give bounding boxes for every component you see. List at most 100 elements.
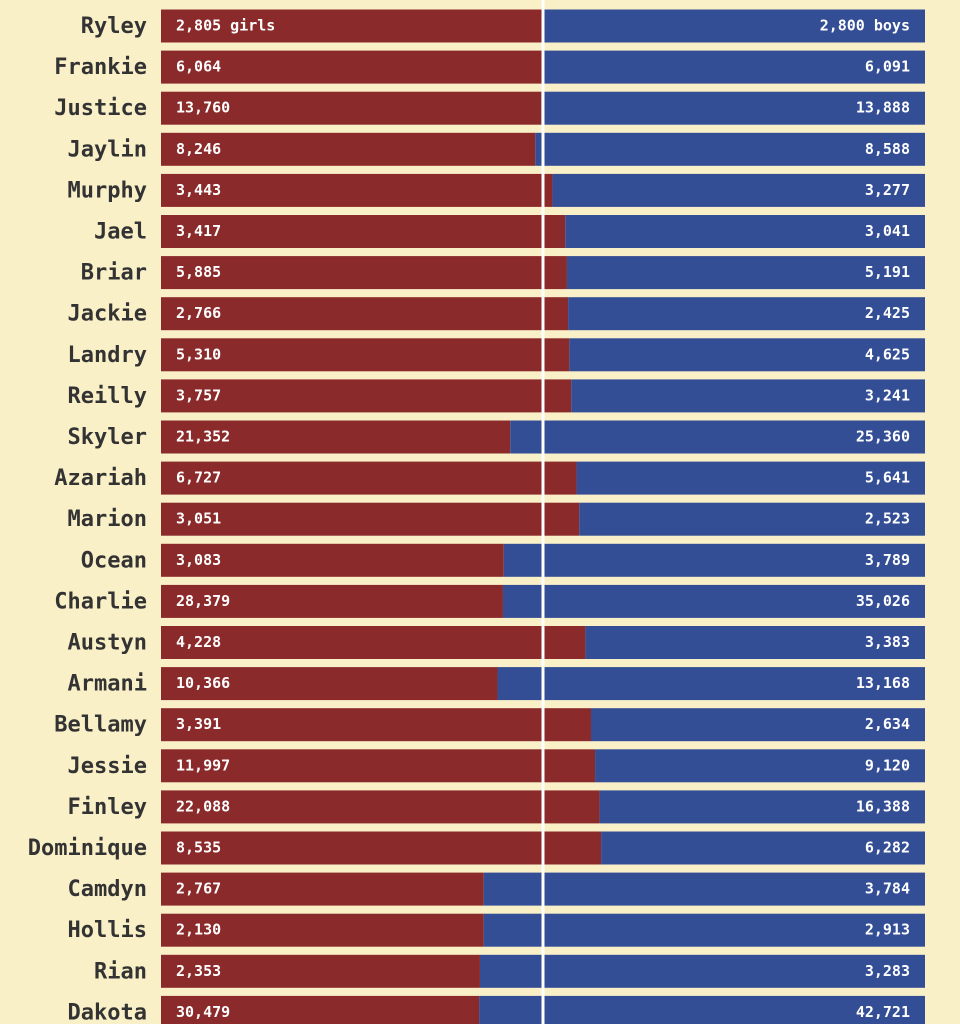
value-label: 2,800 boys — [820, 17, 910, 35]
category-label: Murphy — [68, 178, 147, 203]
bar-segment — [161, 831, 602, 865]
bar-segment — [542, 50, 925, 84]
value-label: 3,784 — [865, 880, 910, 898]
category-label: Briar — [81, 261, 147, 286]
value-label: 2,805 girls — [176, 17, 275, 35]
bar-segment — [579, 502, 925, 536]
value-label: 28,379 — [176, 592, 230, 610]
value-label: 2,767 — [176, 880, 221, 898]
bar-segment — [569, 338, 925, 372]
category-label: Marion — [68, 507, 147, 532]
value-label: 2,130 — [176, 921, 221, 939]
value-label: 13,168 — [856, 674, 910, 692]
value-label: 21,352 — [176, 428, 230, 446]
bar-segment — [161, 461, 577, 495]
bar-segment — [479, 954, 925, 988]
bar-segment — [541, 91, 925, 125]
value-label: 3,277 — [865, 181, 910, 199]
bar-segment — [161, 256, 567, 290]
bar-segment — [503, 543, 925, 577]
category-label: Jaylin — [68, 137, 147, 162]
value-label: 2,523 — [865, 510, 910, 528]
value-label: 25,360 — [856, 428, 910, 446]
bar-segment — [161, 790, 600, 824]
bar-segment — [161, 91, 542, 125]
bar-segment — [161, 9, 544, 43]
bar-segment — [565, 215, 925, 248]
value-label: 2,913 — [865, 921, 910, 939]
category-label: Reilly — [68, 384, 147, 409]
bar-segment — [483, 872, 925, 906]
bar-segment — [568, 297, 925, 331]
category-label: Bellamy — [54, 713, 147, 738]
value-label: 16,388 — [856, 797, 910, 815]
value-label: 3,241 — [865, 386, 910, 404]
bar-segment — [161, 913, 484, 947]
bar-segment — [161, 749, 596, 783]
value-label: 3,383 — [865, 633, 910, 651]
category-label: Jessie — [68, 754, 147, 779]
value-label: 13,760 — [176, 99, 230, 117]
bar-segment — [595, 749, 925, 783]
value-label: 3,417 — [176, 222, 221, 240]
category-label: Camdyn — [68, 877, 147, 902]
value-label: 2,634 — [865, 715, 910, 733]
bar-segment — [161, 708, 591, 742]
value-label: 5,191 — [865, 263, 910, 281]
bar-segment — [535, 132, 925, 166]
bar-segment — [161, 420, 511, 454]
category-label: Dominique — [28, 836, 147, 861]
value-label: 4,625 — [865, 345, 910, 363]
bar-segment — [502, 584, 925, 618]
category-label: Austyn — [68, 631, 147, 656]
value-label: 8,588 — [865, 140, 910, 158]
bar-segment — [161, 215, 566, 248]
bar-segment — [161, 626, 586, 659]
category-label: Ocean — [81, 548, 147, 573]
bar-segment — [161, 173, 553, 207]
value-label: 2,766 — [176, 304, 221, 322]
value-label: 30,479 — [176, 1003, 230, 1021]
bar-segment — [479, 995, 925, 1024]
bar-segment — [161, 50, 543, 84]
value-label: 6,091 — [865, 58, 910, 76]
bar-segment — [161, 995, 480, 1024]
bar-segment — [510, 420, 925, 454]
bar-segment — [599, 790, 925, 824]
value-label: 3,443 — [176, 181, 221, 199]
value-label: 3,283 — [865, 962, 910, 980]
bar-segment — [571, 379, 925, 413]
bar-segment — [590, 708, 925, 742]
category-label: Azariah — [54, 466, 147, 491]
value-label: 2,425 — [865, 304, 910, 322]
value-label: 3,757 — [176, 386, 221, 404]
bar-segment — [161, 667, 498, 701]
category-label: Ryley — [81, 14, 147, 39]
value-label: 6,064 — [176, 58, 221, 76]
category-label: Skyler — [68, 425, 147, 450]
value-label: 9,120 — [865, 756, 910, 774]
category-label: Frankie — [54, 55, 147, 80]
value-label: 11,997 — [176, 756, 230, 774]
value-label: 8,246 — [176, 140, 221, 158]
value-label: 13,888 — [856, 99, 910, 117]
value-label: 5,310 — [176, 345, 221, 363]
category-label: Armani — [68, 672, 147, 697]
value-label: 3,051 — [176, 510, 221, 528]
category-label: Jael — [94, 220, 147, 245]
bar-segment — [161, 297, 569, 331]
value-label: 4,228 — [176, 633, 221, 651]
bar-segment — [161, 338, 570, 372]
bar-segment — [566, 256, 925, 290]
value-label: 2,353 — [176, 962, 221, 980]
value-label: 42,721 — [856, 1003, 910, 1021]
bar-segment — [552, 173, 925, 207]
value-label: 6,282 — [865, 839, 910, 857]
bar-segment — [161, 502, 580, 536]
bar-segment — [161, 954, 480, 988]
category-label: Rian — [94, 959, 147, 984]
bar-segment — [161, 132, 536, 166]
value-label: 3,391 — [176, 715, 221, 733]
category-label: Justice — [54, 96, 147, 121]
